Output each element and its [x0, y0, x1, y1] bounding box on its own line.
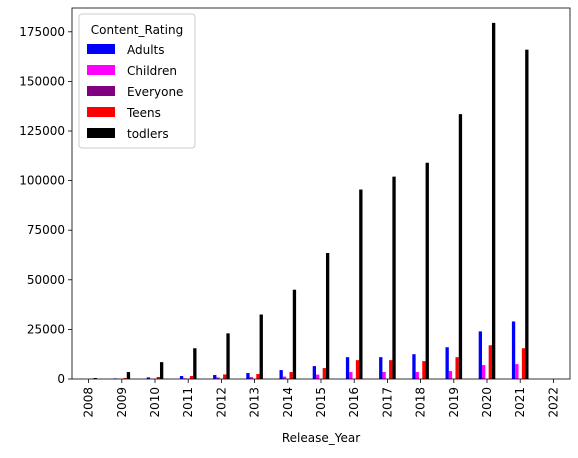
bar-adults-2018 — [412, 354, 415, 379]
x-axis-label: Release_Year — [282, 431, 360, 445]
legend-swatch-todlers — [87, 128, 115, 138]
bar-children-2020 — [482, 365, 485, 379]
bar-adults-2015 — [313, 366, 316, 379]
x-tick-label: 2010 — [148, 387, 162, 418]
bar-todlers-2017 — [392, 177, 395, 379]
legend-label-everyone: Everyone — [127, 85, 183, 99]
bar-adults-2019 — [446, 347, 449, 379]
y-tick-label: 150000 — [19, 74, 65, 88]
legend-swatch-teens — [87, 107, 115, 117]
y-tick-label: 75000 — [27, 223, 65, 237]
bar-todlers-2019 — [459, 114, 462, 379]
bar-children-2021 — [515, 364, 518, 379]
legend-label-adults: Adults — [127, 43, 165, 57]
x-tick-label: 2008 — [82, 387, 96, 418]
x-tick-label: 2017 — [380, 387, 394, 418]
legend-label-children: Children — [127, 64, 177, 78]
bar-todlers-2016 — [359, 190, 362, 379]
bar-teens-2019 — [455, 357, 458, 379]
bar-todlers-2010 — [160, 362, 163, 379]
bar-teens-2011 — [190, 376, 193, 379]
x-tick-label: 2020 — [480, 387, 494, 418]
bar-teens-2014 — [289, 372, 292, 379]
bar-todlers-2020 — [492, 23, 495, 379]
bar-adults-2017 — [379, 357, 382, 379]
bar-adults-2011 — [180, 376, 183, 379]
bar-teens-2021 — [522, 348, 525, 379]
x-tick-label: 2021 — [513, 387, 527, 418]
x-tick-label: 2011 — [181, 387, 195, 418]
bar-adults-2013 — [246, 373, 249, 379]
bar-teens-2012 — [223, 374, 226, 379]
legend: Content_Rating Adults Children Everyone Teen… — [79, 14, 195, 148]
x-tick-label: 2015 — [314, 387, 328, 418]
bar-teens-2016 — [356, 360, 359, 379]
bar-todlers-2009 — [127, 372, 130, 379]
x-tick-label: 2019 — [447, 387, 461, 418]
legend-label-teens: Teens — [126, 106, 161, 120]
legend-label-todlers: todlers — [127, 127, 169, 141]
bar-todlers-2011 — [193, 348, 196, 379]
bar-children-2018 — [416, 372, 419, 379]
bar-todlers-2014 — [293, 290, 296, 379]
bar-adults-2014 — [280, 370, 283, 379]
x-tick-label: 2012 — [214, 387, 228, 418]
legend-swatch-children — [87, 65, 115, 75]
x-tick-label: 2018 — [414, 387, 428, 418]
bar-teens-2018 — [422, 361, 425, 379]
y-tick-label: 100000 — [19, 174, 65, 188]
bar-teens-2013 — [256, 374, 259, 379]
bar-todlers-2013 — [260, 315, 263, 379]
x-tick-label: 2013 — [248, 387, 262, 418]
bar-children-2017 — [382, 372, 385, 379]
legend-title: Content_Rating — [91, 23, 183, 37]
bar-todlers-2015 — [326, 253, 329, 379]
bar-adults-2012 — [213, 375, 216, 379]
bar-children-2016 — [349, 372, 352, 379]
y-tick-label: 175000 — [19, 25, 65, 39]
bar-adults-2021 — [512, 321, 515, 379]
y-tick-label: 50000 — [27, 273, 65, 287]
bar-children-2019 — [449, 371, 452, 379]
bar-adults-2016 — [346, 357, 349, 379]
x-tick-label: 2014 — [281, 387, 295, 418]
bar-teens-2015 — [323, 368, 326, 379]
bar-todlers-2012 — [226, 333, 229, 379]
y-tick-label: 25000 — [27, 322, 65, 336]
bar-teens-2017 — [389, 360, 392, 379]
y-tick-label: 125000 — [19, 124, 65, 138]
legend-swatch-everyone — [87, 86, 115, 96]
bar-teens-2020 — [489, 345, 492, 379]
x-tick-label: 2016 — [347, 387, 361, 418]
y-tick-label: 0 — [57, 372, 65, 386]
x-tick-label: 2022 — [546, 387, 560, 418]
bar-todlers-2021 — [525, 50, 528, 379]
bar-adults-2020 — [479, 331, 482, 379]
bar-todlers-2018 — [426, 163, 429, 379]
legend-swatch-adults — [87, 44, 115, 54]
bar-children-2015 — [316, 375, 319, 379]
x-tick-label: 2009 — [115, 387, 129, 418]
